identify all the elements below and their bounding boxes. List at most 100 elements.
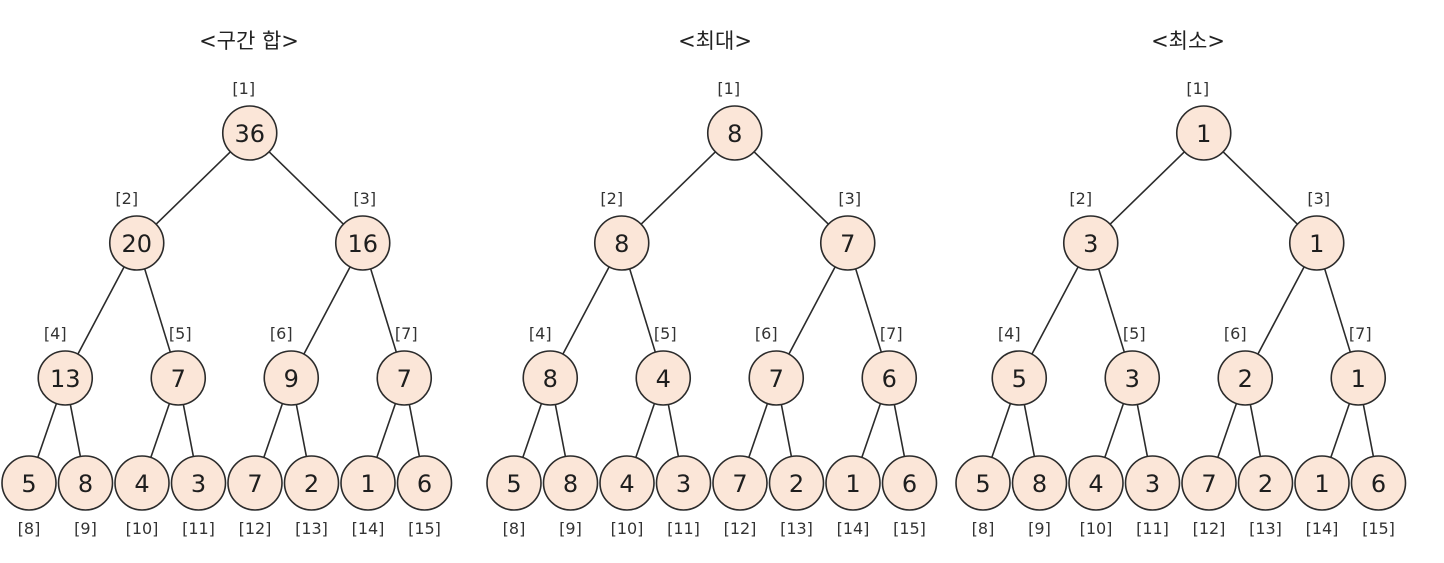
tree-node-7: 7 [7] (376, 324, 433, 406)
tree-edge (263, 403, 284, 458)
node-circle (635, 350, 692, 406)
tree-node-1: 36 [1] (221, 79, 278, 161)
tree-node-2: 20 [2] (108, 189, 165, 271)
node-value: 4 (619, 470, 634, 498)
node-value: 6 (417, 470, 432, 498)
node-value: 4 (1088, 470, 1103, 498)
tree-panel-1: <구간 합>36[1]20[2]16[3]13[4]7[5]9[6]7[7]5[… (1, 29, 453, 538)
node-value: 3 (1083, 230, 1098, 258)
node-circle (114, 455, 170, 511)
node-value: 9 (284, 365, 299, 393)
tree-node-8: 5 [8] (955, 455, 1011, 538)
tree-node-3: 1 [3] (1288, 189, 1345, 271)
tree-edge (1097, 268, 1126, 353)
tree-node-5: 7 [5] (150, 324, 207, 406)
node-circle (170, 455, 227, 511)
node-value: 7 (769, 365, 784, 393)
tree-node-8: 5 [8] (1, 455, 57, 538)
node-circle (768, 455, 825, 511)
tree-title: <최대> (678, 29, 752, 53)
node-value: 8 (563, 470, 578, 498)
node-circle (991, 350, 1048, 406)
tree-node-7: 1 [7] (1330, 324, 1387, 406)
node-value: 7 (247, 470, 262, 498)
tree-edge (554, 404, 567, 457)
node-value: 1 (360, 470, 375, 498)
tree-edge (1257, 266, 1305, 355)
node-value: 5 (975, 470, 990, 498)
tree-edge (640, 151, 716, 225)
node-index-label: [11] (667, 519, 700, 538)
tree-edge (667, 404, 680, 457)
tree-node-6: 7 [6] (748, 324, 805, 406)
tree-edge (1136, 404, 1149, 457)
node-circle (227, 455, 283, 511)
node-circle (542, 455, 599, 511)
node-index-label: [3] (1307, 189, 1330, 208)
node-index-label: [7] (395, 324, 418, 343)
node-index-label: [15] (408, 519, 441, 538)
node-index-label: [3] (353, 189, 376, 208)
node-index-label: [9] (559, 519, 582, 538)
tree-edge (143, 268, 172, 353)
node-circle (376, 350, 433, 406)
tree-node-9: 8 [9] (57, 455, 114, 538)
node-value: 1 (1351, 365, 1366, 393)
node-value: 6 (882, 365, 897, 393)
tree-node-8: 5 [8] (486, 455, 542, 538)
tree-edge (150, 403, 171, 458)
node-index-label: [8] (503, 519, 526, 538)
node-value: 8 (78, 470, 93, 498)
node-index-label: [14] (352, 519, 385, 538)
node-index-label: [8] (972, 519, 995, 538)
node-index-label: [1] (1186, 79, 1209, 98)
tree-node-11: 3 [11] (655, 455, 712, 538)
node-value: 1 (1314, 470, 1329, 498)
tree-node-13: 2 [13] (283, 455, 340, 538)
node-index-label: [7] (1349, 324, 1372, 343)
node-value: 3 (191, 470, 206, 498)
node-circle (57, 455, 114, 511)
tree-edge (854, 268, 883, 353)
node-value: 6 (1371, 470, 1386, 498)
node-index-label: [13] (1249, 519, 1282, 538)
node-value: 2 (304, 470, 319, 498)
tree-node-14: 1 [14] (825, 455, 881, 538)
node-circle (340, 455, 396, 511)
tree-node-14: 1 [14] (340, 455, 396, 538)
node-circle (1350, 455, 1407, 511)
node-circle (1237, 455, 1294, 511)
node-index-label: [15] (893, 519, 926, 538)
node-circle (819, 215, 876, 271)
tree-edge (748, 403, 769, 458)
tree-node-11: 3 [11] (170, 455, 227, 538)
tree-edge (562, 266, 610, 355)
tree-node-3: 7 [3] (819, 189, 876, 271)
tree-edge (295, 404, 308, 457)
node-value: 20 (121, 230, 152, 258)
node-value: 8 (614, 230, 629, 258)
node-value: 7 (840, 230, 855, 258)
tree-edge (991, 403, 1012, 458)
node-value: 16 (347, 230, 378, 258)
node-index-label: [4] (529, 324, 552, 343)
node-index-label: [6] (755, 324, 778, 343)
node-value: 2 (789, 470, 804, 498)
node-index-label: [2] (600, 189, 623, 208)
node-value: 36 (234, 120, 265, 148)
node-value: 1 (1196, 120, 1211, 148)
node-circle (1330, 350, 1387, 406)
tree-edge (1330, 403, 1351, 458)
node-circle (599, 455, 655, 511)
tree-node-13: 2 [13] (768, 455, 825, 538)
node-circle (1294, 455, 1350, 511)
tree-node-2: 8 [2] (593, 189, 650, 271)
tree-node-5: 4 [5] (635, 324, 692, 406)
tree-node-9: 8 [9] (542, 455, 599, 538)
tree-edge (893, 404, 906, 457)
tree-edge (182, 404, 195, 457)
node-value: 5 (506, 470, 521, 498)
node-index-label: [6] (270, 324, 293, 343)
node-index-label: [10] (611, 519, 644, 538)
tree-edge (69, 404, 82, 457)
